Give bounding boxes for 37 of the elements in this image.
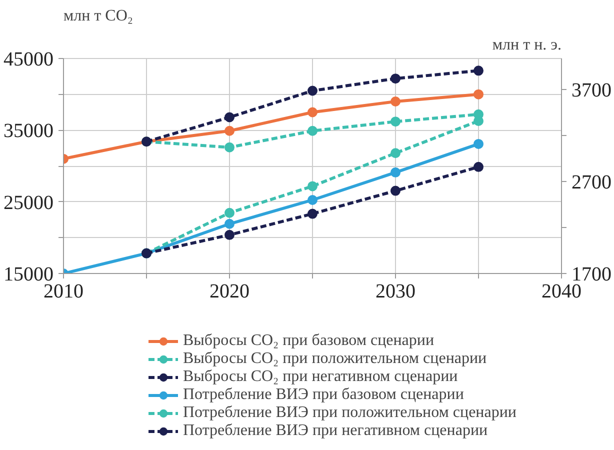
- point: [390, 116, 400, 127]
- point: [308, 126, 318, 136]
- point: [390, 74, 400, 84]
- point: [224, 230, 234, 240]
- point: [390, 96, 400, 106]
- legend-label: Выбросы CO₂ при базовом сценарии: [183, 332, 434, 350]
- x-tick-label: 2030: [376, 280, 416, 302]
- point: [474, 162, 484, 172]
- y2-tick-label: 3700: [572, 80, 612, 102]
- y2-axis-title: млн т н. э.: [492, 36, 562, 54]
- legend-label: Потребление ВИЭ при негативном сценарии: [183, 422, 488, 440]
- point: [390, 167, 400, 178]
- point: [224, 208, 234, 218]
- point: [308, 107, 318, 118]
- y-axis-title: млн т CO₂: [64, 8, 133, 24]
- point: [224, 218, 234, 229]
- y-tick-label: 45000: [4, 48, 54, 70]
- legend-label: Потребление ВИЭ при базовом сценарии: [183, 386, 464, 404]
- legend-label: Выбросы CO₂ при положительном сценарии: [183, 350, 487, 368]
- point: [474, 89, 484, 100]
- point: [390, 148, 400, 158]
- point: [308, 195, 318, 205]
- point: [308, 181, 318, 192]
- legend-label: Выбросы CO₂ при негативном сценарии: [183, 368, 458, 386]
- y-tick-label: 35000: [4, 120, 54, 142]
- point: [224, 126, 234, 136]
- x-tick-label: 2020: [210, 280, 250, 302]
- y2-tick-label: 2700: [572, 172, 612, 194]
- point: [224, 112, 234, 122]
- legend-label: Потребление ВИЭ при положительном сценарии: [183, 404, 516, 422]
- point: [308, 86, 318, 96]
- point: [474, 138, 484, 149]
- point: [474, 66, 484, 76]
- point: [308, 208, 318, 219]
- point: [390, 186, 400, 196]
- point: [224, 142, 234, 152]
- y-tick-label: 25000: [4, 192, 54, 214]
